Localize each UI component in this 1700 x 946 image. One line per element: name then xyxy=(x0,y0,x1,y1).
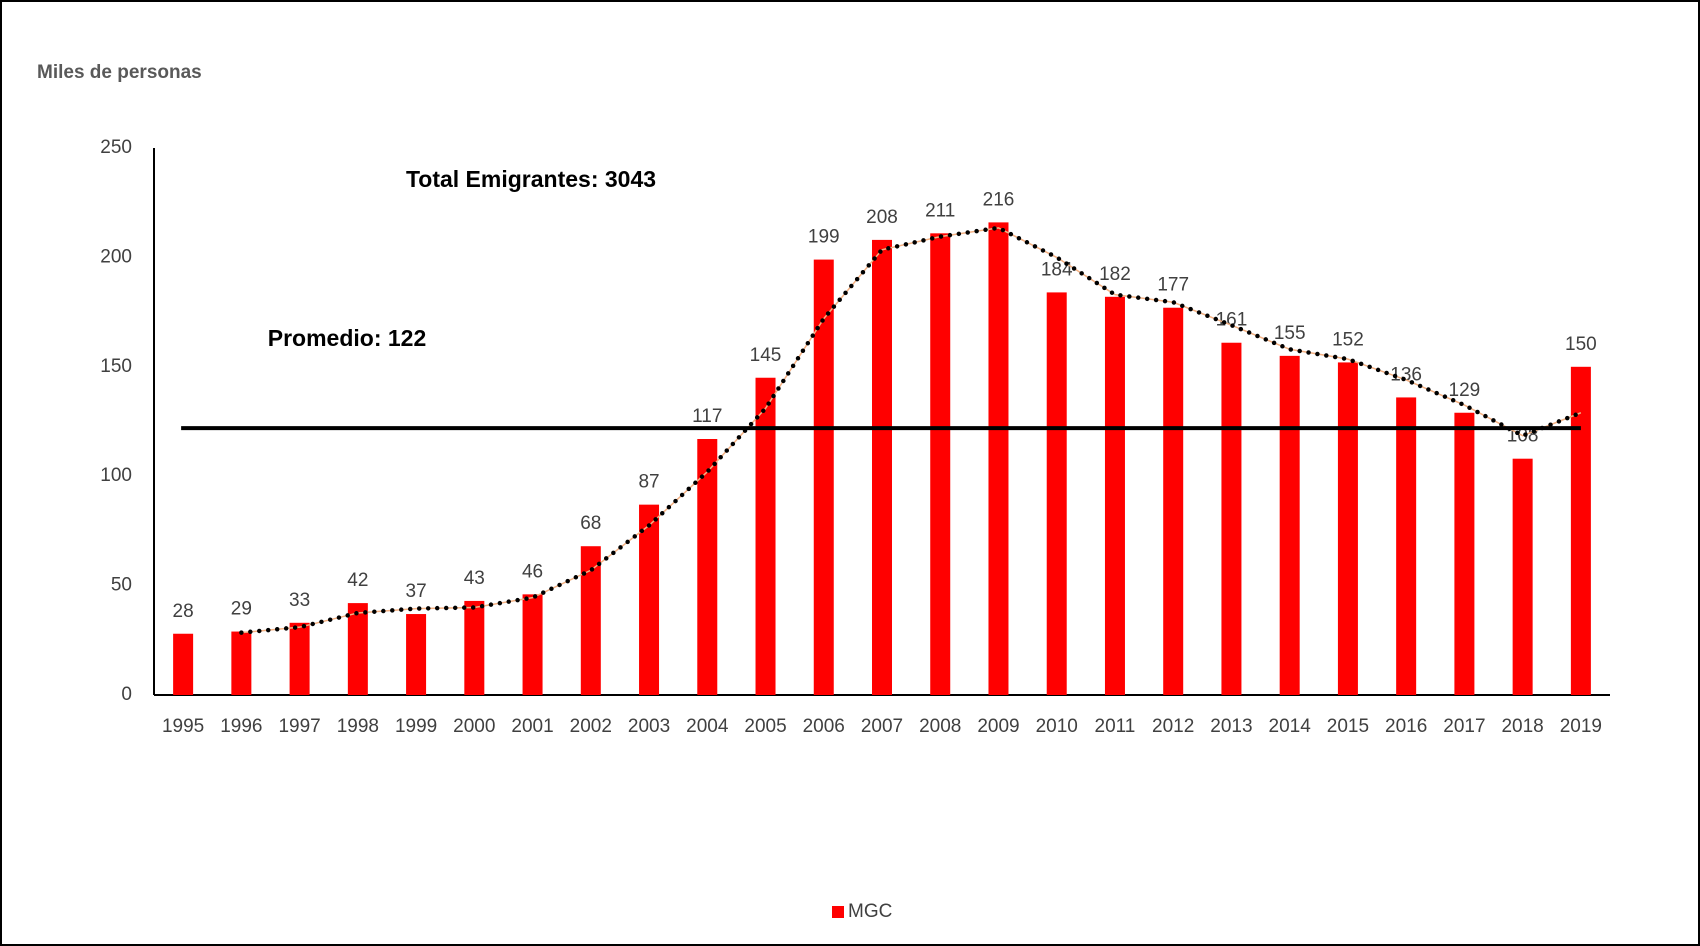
bar xyxy=(1046,292,1067,695)
data-label: 42 xyxy=(347,570,368,591)
data-label: 33 xyxy=(289,590,310,611)
bar xyxy=(464,600,485,695)
x-tick-label: 2017 xyxy=(1443,716,1485,737)
bar xyxy=(1337,362,1358,695)
data-label: 37 xyxy=(406,581,427,602)
annotation: Promedio: 122 xyxy=(268,325,427,351)
data-label: 28 xyxy=(173,601,194,622)
data-label: 150 xyxy=(1565,334,1597,355)
x-tick-label: 2000 xyxy=(453,716,495,737)
data-label: 199 xyxy=(808,227,840,248)
x-tick-label: 2010 xyxy=(1036,716,1078,737)
bar xyxy=(173,633,194,695)
x-tick-label: 2009 xyxy=(977,716,1019,737)
bar xyxy=(347,603,368,695)
x-tick-label: 1995 xyxy=(162,716,204,737)
x-tick-label: 2018 xyxy=(1501,716,1543,737)
bar xyxy=(1221,342,1242,695)
x-tick-label: 1997 xyxy=(278,716,320,737)
x-tick-label: 2014 xyxy=(1269,716,1312,737)
data-label: 177 xyxy=(1157,275,1189,296)
data-label: 145 xyxy=(750,345,782,366)
data-label: 211 xyxy=(925,200,955,221)
bar xyxy=(522,594,543,695)
bar xyxy=(406,614,427,695)
x-tick-label: 2016 xyxy=(1385,716,1427,737)
x-tick-label: 2007 xyxy=(861,716,903,737)
data-label: 29 xyxy=(231,599,252,620)
x-tick-label: 2006 xyxy=(803,716,845,737)
data-label: 129 xyxy=(1449,380,1481,401)
data-label: 87 xyxy=(638,472,659,493)
bar xyxy=(813,259,834,695)
bar xyxy=(231,631,252,695)
x-tick-label: 2002 xyxy=(570,716,612,737)
data-label: 46 xyxy=(522,561,543,582)
y-tick-label: 100 xyxy=(100,465,132,486)
x-tick-label: 1999 xyxy=(395,716,437,737)
legend-label: MGC xyxy=(848,901,892,922)
y-tick-label: 250 xyxy=(100,137,132,158)
y-tick-label: 50 xyxy=(111,575,132,596)
bar xyxy=(1570,366,1591,695)
x-tick-label: 2015 xyxy=(1327,716,1369,737)
x-tick-label: 2004 xyxy=(686,716,729,737)
x-tick-label: 2001 xyxy=(511,716,553,737)
bar xyxy=(930,233,951,695)
y-tick-label: 0 xyxy=(121,684,132,705)
bar xyxy=(1454,412,1475,695)
bar xyxy=(1396,397,1417,695)
bar xyxy=(1279,355,1300,695)
bar xyxy=(697,439,718,695)
bar xyxy=(639,504,660,695)
y-axis-label: Miles de personas xyxy=(37,62,202,83)
data-label: 182 xyxy=(1099,264,1131,285)
x-tick-label: 2013 xyxy=(1210,716,1252,737)
y-tick-label: 200 xyxy=(100,246,132,267)
bar xyxy=(872,239,892,695)
trend-line xyxy=(239,225,1584,635)
data-label: 68 xyxy=(580,513,601,534)
bar xyxy=(580,546,601,695)
x-tick-label: 1998 xyxy=(337,716,379,737)
bar xyxy=(1163,307,1184,695)
x-tick-label: 2005 xyxy=(744,716,786,737)
bar xyxy=(289,622,310,695)
data-label: 152 xyxy=(1332,329,1364,350)
x-tick-label: 2012 xyxy=(1152,716,1194,737)
x-tick-label: 2008 xyxy=(919,716,961,737)
bar xyxy=(1104,296,1125,695)
y-tick-label: 150 xyxy=(100,356,132,377)
x-tick-label: 2011 xyxy=(1095,716,1136,737)
data-label: 216 xyxy=(983,189,1015,210)
data-label: 136 xyxy=(1390,364,1422,385)
x-tick-label: 2003 xyxy=(628,716,670,737)
annotation: Total Emigrantes: 3043 xyxy=(406,166,656,192)
legend-swatch xyxy=(832,906,844,918)
data-label: 155 xyxy=(1274,323,1306,344)
data-label: 43 xyxy=(464,568,485,589)
x-tick-label: 1996 xyxy=(220,716,262,737)
trend-line xyxy=(241,227,1582,634)
data-label: 208 xyxy=(866,207,898,228)
bar xyxy=(988,222,1009,695)
x-tick-label: 2019 xyxy=(1560,716,1602,737)
bar xyxy=(1512,458,1533,695)
data-label: 117 xyxy=(692,406,722,427)
data-label: 161 xyxy=(1216,310,1248,331)
bar xyxy=(755,377,776,695)
